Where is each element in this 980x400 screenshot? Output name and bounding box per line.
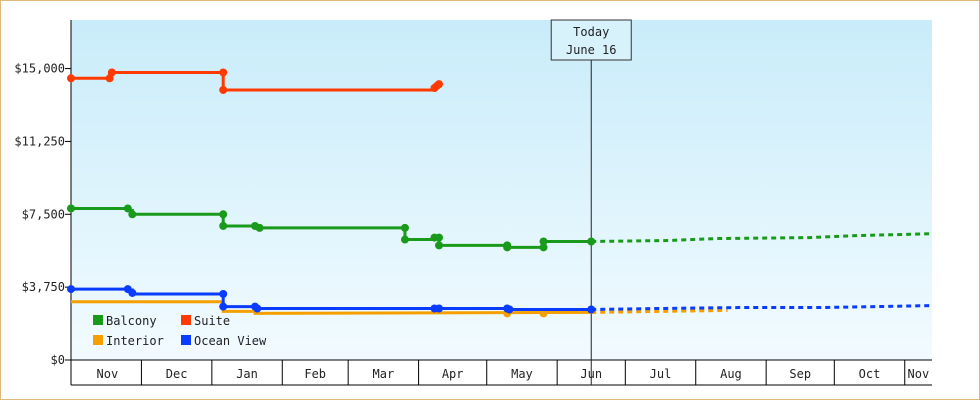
month-label: May	[511, 367, 533, 381]
series-interior-line	[71, 300, 592, 315]
series-interior	[71, 300, 728, 318]
series-ocean-view-point[interactable]	[219, 289, 228, 298]
month-label: Apr	[442, 367, 464, 381]
series-balcony-point[interactable]	[128, 210, 137, 219]
series-suite-point[interactable]	[107, 68, 116, 77]
series-balcony-point[interactable]	[219, 221, 228, 230]
series-balcony-point[interactable]	[587, 237, 596, 246]
legend-swatch	[181, 335, 191, 345]
y-tick-label: $0	[51, 353, 65, 367]
y-tick-label: $11,250	[14, 134, 65, 148]
series-suite-point[interactable]	[219, 68, 228, 77]
series-balcony-point[interactable]	[539, 237, 548, 246]
series-ocean-view-forecast	[591, 304, 933, 311]
month-label: Jul	[650, 367, 672, 381]
legend-item-interior: Interior	[93, 334, 164, 348]
legend-item-suite: Suite	[181, 314, 230, 328]
today-label: Today	[573, 25, 609, 39]
series-interior-forecast	[591, 308, 728, 314]
today-callout	[550, 19, 632, 61]
series-ocean-view-point[interactable]	[128, 288, 137, 297]
legend-label: Interior	[106, 334, 164, 348]
legend-label: Suite	[194, 314, 230, 328]
series-ocean-view	[67, 285, 933, 314]
month-label: Oct	[859, 367, 881, 381]
series-ocean-view-point[interactable]	[253, 304, 262, 313]
month-label: Nov	[97, 367, 119, 381]
legend-item-balcony: Balcony	[93, 314, 157, 328]
series-interior-point[interactable]	[539, 309, 548, 318]
series-balcony-point[interactable]	[67, 204, 75, 213]
series-suite-point[interactable]	[67, 74, 75, 83]
today-date: June 16	[566, 43, 617, 57]
series-balcony-point[interactable]	[435, 241, 444, 250]
series-balcony-point[interactable]	[219, 210, 228, 219]
month-label: Dec	[166, 367, 188, 381]
month-label: Sep	[789, 367, 811, 381]
series-balcony	[67, 204, 933, 252]
series-balcony-point[interactable]	[255, 223, 264, 232]
y-tick-label: $7,500	[22, 207, 65, 221]
month-label: Mar	[373, 367, 395, 381]
series-balcony-point[interactable]	[503, 243, 512, 252]
series-balcony-point[interactable]	[123, 204, 132, 213]
series-ocean-view-point[interactable]	[505, 305, 514, 314]
series-ocean-view-point[interactable]	[435, 304, 444, 313]
month-label: Feb	[304, 367, 326, 381]
y-tick-label: $15,000	[14, 62, 65, 76]
series-balcony-point[interactable]	[400, 223, 409, 232]
legend-label: Ocean View	[194, 334, 267, 348]
plot-area	[71, 20, 932, 360]
month-label: Jan	[236, 367, 258, 381]
series-suite-point[interactable]	[435, 80, 444, 89]
legend-swatch	[93, 335, 103, 345]
legend-swatch	[93, 315, 103, 325]
series-balcony-forecast	[591, 232, 933, 243]
month-label: Nov	[908, 367, 930, 381]
legend-label: Balcony	[106, 314, 157, 328]
series-balcony-point[interactable]	[435, 233, 444, 242]
legend-swatch	[181, 315, 191, 325]
month-label: Aug	[720, 367, 742, 381]
series-suite	[67, 68, 444, 94]
series-ocean-view-point[interactable]	[587, 305, 596, 314]
series-balcony-point[interactable]	[539, 243, 548, 252]
y-tick-label: $3,750	[22, 280, 65, 294]
series-ocean-view-point[interactable]	[219, 302, 228, 311]
series-suite-point[interactable]	[219, 85, 228, 94]
legend-item-ocean-view: Ocean View	[181, 334, 267, 348]
series-balcony-point[interactable]	[400, 235, 409, 244]
series-ocean-view-point[interactable]	[67, 285, 75, 294]
